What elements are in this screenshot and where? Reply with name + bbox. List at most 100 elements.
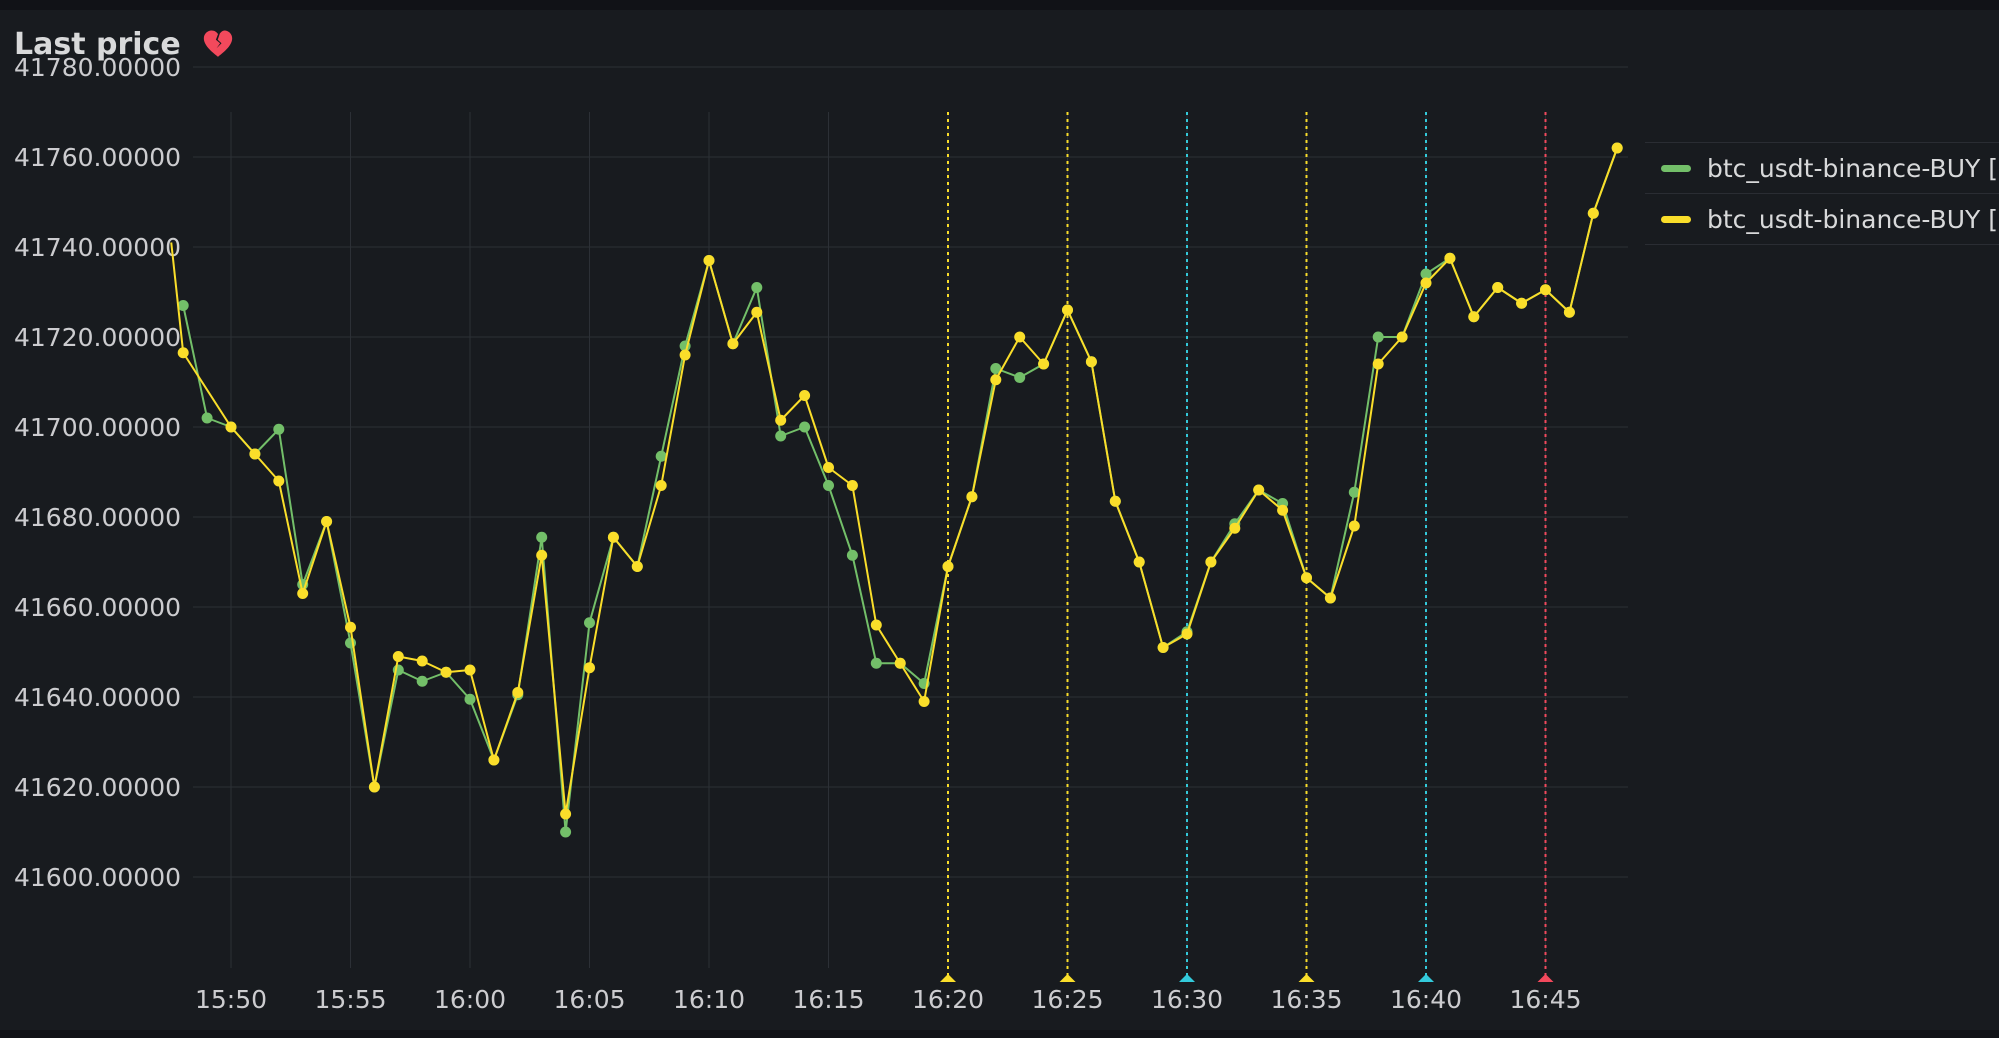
x-tick-label: 16:35: [1270, 985, 1342, 1014]
data-point: [297, 588, 309, 599]
data-point: [607, 531, 619, 543]
x-tick-label: 16:05: [553, 985, 625, 1014]
data-point: [1181, 628, 1193, 640]
x-tick-label: 16:20: [912, 985, 984, 1014]
data-point: [870, 657, 882, 669]
data-point: [631, 561, 643, 572]
x-tick-label: 16:25: [1031, 985, 1103, 1014]
panel-title[interactable]: Last price: [14, 26, 181, 62]
data-point: [775, 430, 787, 442]
data-point: [1420, 268, 1432, 280]
data-point: [201, 412, 213, 424]
data-point: [1348, 520, 1360, 532]
data-point: [1420, 277, 1432, 289]
data-point: [870, 619, 882, 631]
x-tick-label: 15:50: [195, 985, 267, 1014]
data-point: [512, 687, 524, 698]
data-point: [1109, 495, 1121, 507]
x-tick-label: 16:10: [673, 985, 745, 1014]
data-point: [1492, 282, 1504, 293]
data-point: [560, 826, 572, 838]
y-tick-label: 41700.00000: [14, 413, 181, 442]
x-tick-label: 15:55: [314, 985, 386, 1014]
data-point: [1372, 331, 1384, 343]
data-point: [799, 421, 811, 433]
data-point: [823, 480, 834, 491]
data-point: [846, 549, 858, 561]
data-point: [655, 450, 667, 462]
data-point: [679, 349, 691, 361]
data-point: [488, 754, 500, 766]
data-point: [464, 693, 476, 705]
data-point: [966, 491, 978, 503]
data-point: [273, 475, 285, 487]
data-point: [1014, 372, 1026, 383]
data-point: [225, 421, 237, 433]
x-tick-label: 16:45: [1509, 985, 1581, 1014]
data-point: [1348, 486, 1360, 498]
data-point: [751, 306, 763, 318]
data-point: [1563, 306, 1575, 318]
broken-heart-icon[interactable]: [201, 27, 235, 61]
data-point: [775, 414, 787, 426]
legend-label: btc_usdt-binance-BUY [: [1707, 204, 1998, 234]
y-tick-label: 41680.00000: [14, 503, 181, 532]
data-point: [1157, 642, 1169, 653]
bottom-divider: [0, 1030, 1999, 1038]
legend-swatch: [1661, 215, 1691, 223]
data-point: [1229, 522, 1241, 534]
x-tick-label: 16:30: [1151, 985, 1223, 1014]
x-tick-label: 16:40: [1390, 985, 1462, 1014]
annotation-marker: [1537, 974, 1554, 982]
data-point: [440, 666, 452, 678]
data-point: [823, 462, 834, 473]
y-tick-label: 41740.00000: [14, 233, 181, 262]
legend-item-yellow-series[interactable]: btc_usdt-binance-BUY [: [1645, 194, 1999, 245]
y-tick-label: 41620.00000: [14, 773, 181, 802]
data-point: [655, 480, 667, 491]
data-point: [1444, 252, 1456, 264]
data-point: [1085, 356, 1097, 368]
data-point: [392, 651, 404, 662]
annotation-marker: [1298, 974, 1315, 982]
annotation-marker: [940, 974, 956, 982]
y-tick-label: 41600.00000: [14, 863, 181, 892]
y-tick-label: 41760.00000: [14, 143, 181, 172]
data-point: [536, 531, 548, 543]
data-point: [1062, 304, 1073, 316]
data-point: [249, 448, 261, 460]
y-tick-label: 41640.00000: [14, 683, 181, 712]
legend: btc_usdt-binance-BUY [ btc_usdt-binance-…: [1645, 142, 1999, 245]
x-tick-label: 16:00: [434, 985, 506, 1014]
data-point: [584, 617, 595, 629]
data-point: [1014, 331, 1026, 343]
y-tick-label: 41660.00000: [14, 593, 181, 622]
data-point: [368, 781, 380, 793]
data-point: [345, 621, 356, 633]
top-divider: [0, 0, 1999, 10]
data-point: [560, 808, 572, 820]
legend-item-green-series[interactable]: btc_usdt-binance-BUY [: [1645, 142, 1999, 194]
data-point: [416, 675, 428, 687]
data-point: [1587, 207, 1599, 219]
data-point: [942, 561, 954, 572]
y-tick-label: 41720.00000: [14, 323, 181, 352]
data-point: [1253, 484, 1265, 496]
data-point: [799, 390, 811, 401]
data-point: [321, 516, 333, 527]
data-point: [1611, 142, 1623, 154]
data-point: [1205, 556, 1217, 568]
data-point: [177, 300, 189, 311]
legend-swatch: [1661, 164, 1691, 172]
data-point: [1516, 297, 1528, 309]
data-point: [918, 696, 930, 707]
data-point: [464, 664, 476, 676]
annotation-marker: [1059, 974, 1076, 982]
data-point: [1468, 311, 1480, 323]
data-point: [416, 655, 428, 667]
series-line: [170, 147, 1619, 815]
data-point: [177, 347, 189, 359]
data-point: [1133, 556, 1145, 568]
data-point: [846, 480, 858, 491]
